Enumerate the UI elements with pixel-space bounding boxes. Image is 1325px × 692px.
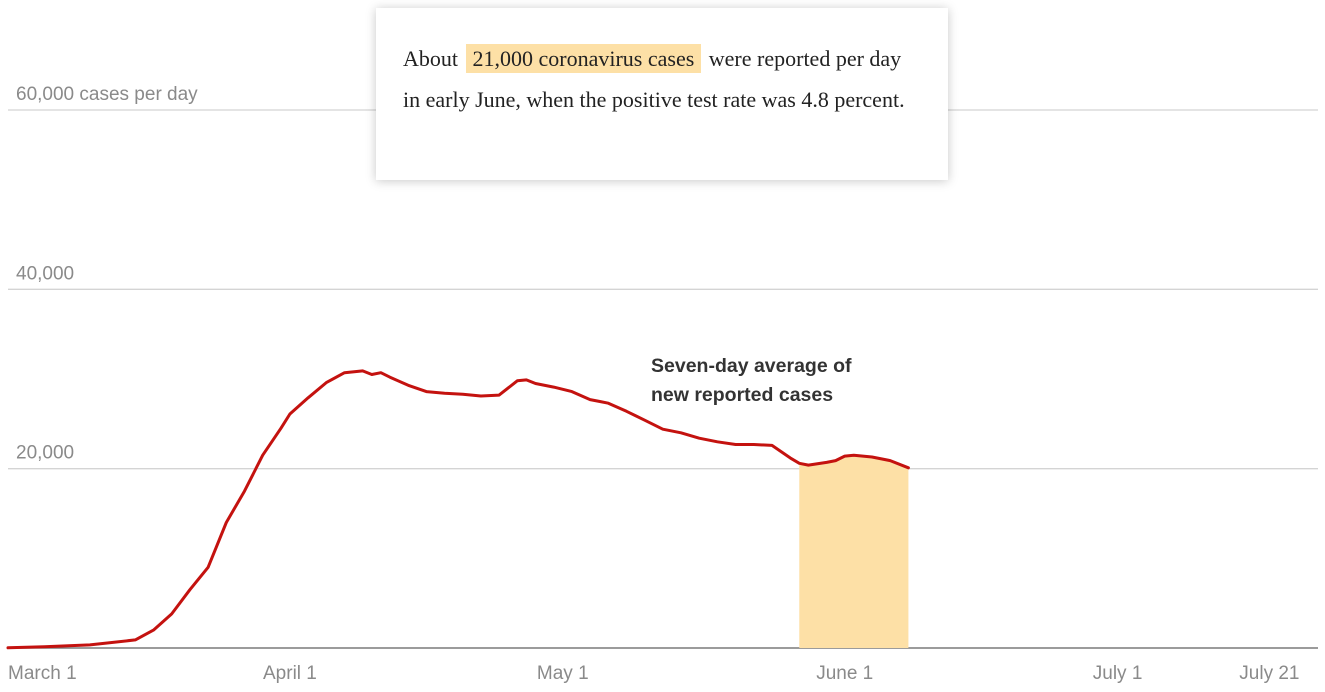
series-line-seven-day-average — [6, 369, 910, 650]
x-tick-label: May 1 — [537, 663, 589, 684]
x-tick-label: March 1 — [8, 663, 77, 684]
callout-highlight: 21,000 coronavirus cases — [465, 44, 702, 73]
y-tick-label: 40,000 — [16, 263, 74, 284]
highlight-layer — [799, 455, 909, 648]
x-axis-labels: March 1 April 1 May 1 June 1 July 1 July 21 — [8, 663, 1299, 684]
callout-suffix: were reported per day in early June, whe… — [403, 46, 905, 112]
y-axis-labels: 60,000 cases per day 40,000 20,000 — [16, 84, 198, 464]
x-tick-label: June 1 — [816, 663, 873, 684]
x-tick-label: July 1 — [1093, 663, 1143, 684]
y-tick-label: 60,000 cases per day — [16, 84, 198, 105]
series-layer — [6, 369, 910, 650]
x-tick-label: April 1 — [263, 663, 317, 684]
x-tick-label: July 21 — [1239, 663, 1299, 684]
gridlines — [8, 109, 1318, 649]
callout-prefix: About — [403, 46, 458, 71]
annotation-line-1: Seven-day average of — [651, 355, 852, 377]
y-tick-label: 20,000 — [16, 443, 74, 464]
highlight-area — [799, 455, 909, 648]
annotation-line-2: new reported cases — [651, 384, 833, 406]
callout-box: About 21,000 coronavirus cases were repo… — [376, 8, 948, 180]
